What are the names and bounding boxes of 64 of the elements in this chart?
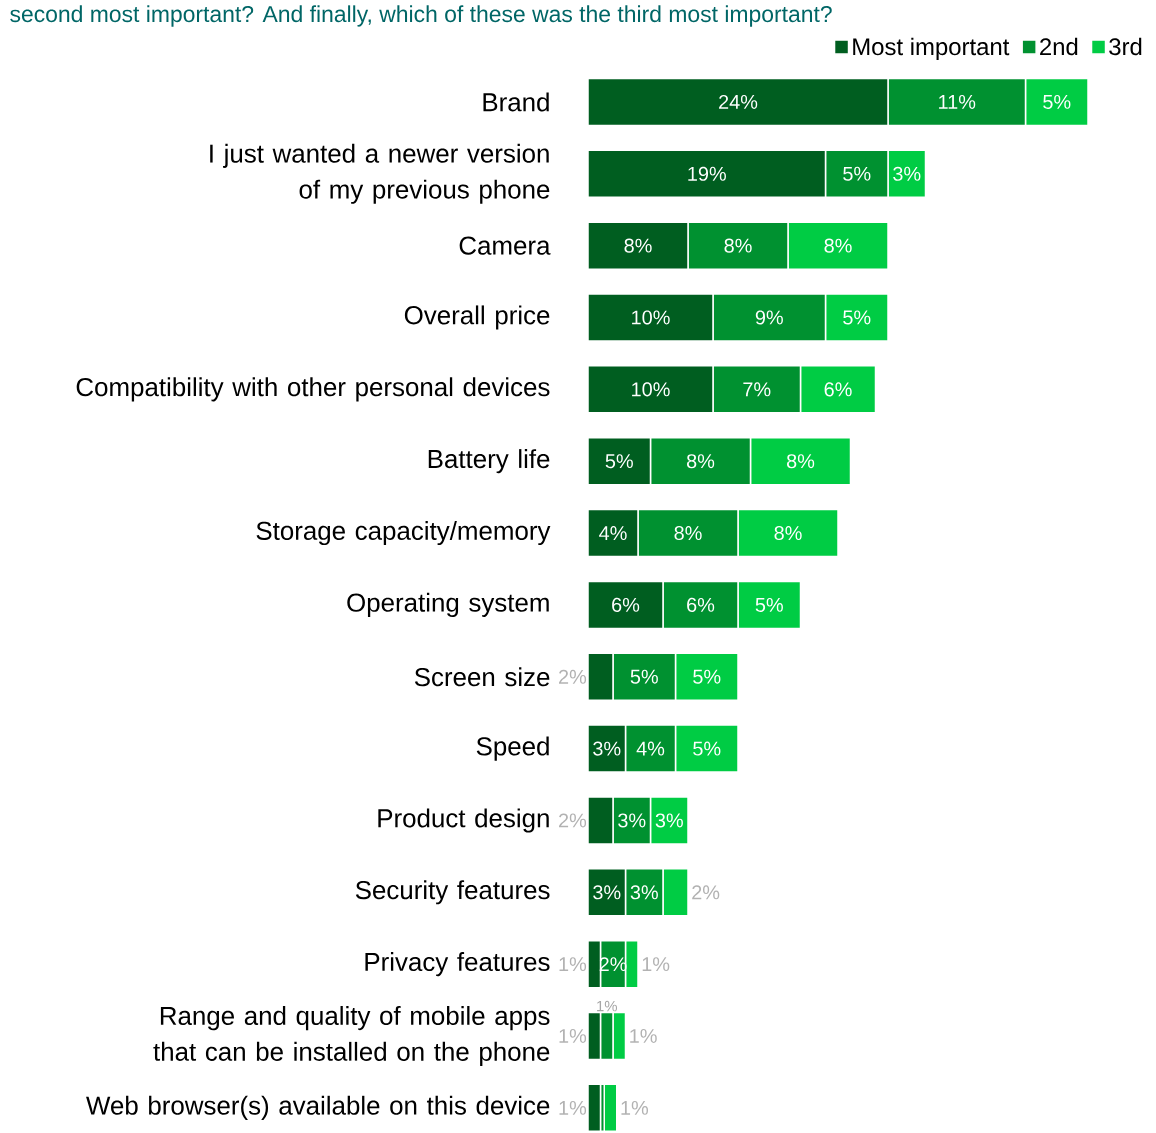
- data-label: 7%: [743, 382, 771, 397]
- data-label: 8%: [624, 238, 652, 253]
- data-label: 24%: [719, 94, 758, 109]
- data-label: 3%: [655, 813, 683, 828]
- data-label: 5%: [630, 669, 658, 684]
- legend-label: 2nd: [1040, 37, 1078, 56]
- y-tick-label: Product design: [378, 808, 549, 833]
- y-tick-label: Battery life: [428, 449, 550, 474]
- data-label: 8%: [786, 454, 815, 469]
- data-label: 2%: [692, 885, 720, 900]
- data-label: 5%: [693, 741, 721, 756]
- data-label: 2%: [559, 813, 587, 828]
- y-tick-label: Brand: [483, 92, 549, 112]
- bar: [603, 1083, 618, 1133]
- y-tick-label: Screen size: [414, 667, 550, 687]
- data-label: 6%: [687, 597, 715, 612]
- data-label: 8%: [724, 238, 752, 253]
- data-label: 5%: [693, 669, 721, 684]
- y-tick-label: Operating system: [347, 592, 549, 617]
- y-tick-label: I just wanted a newer version of my previous phone: [210, 143, 550, 204]
- y-tick-label: Privacy features: [365, 952, 550, 977]
- data-label: 1%: [630, 1029, 657, 1043]
- data-label: 3%: [593, 741, 621, 756]
- data-label: 5%: [843, 310, 871, 325]
- y-tick-label: Camera: [459, 236, 551, 255]
- y-tick-label: Range and quality of mobile apps that can be installed on the phone: [153, 1006, 550, 1067]
- data-label: 4%: [636, 741, 665, 756]
- y-tick-label: Speed: [476, 736, 549, 761]
- data-label: 8%: [674, 525, 702, 541]
- data-label: 3%: [630, 885, 658, 900]
- y-tick-label: Security features: [355, 880, 550, 905]
- data-label: 9%: [755, 310, 783, 325]
- y-tick-label: Overall price: [404, 305, 550, 330]
- chart-title: second most important? And finally, which of these was the third most important?: [10, 5, 832, 27]
- data-label: 5%: [1043, 94, 1071, 109]
- data-label: 8%: [774, 525, 802, 541]
- data-label: 5%: [755, 597, 783, 612]
- y-tick-label: Web browser(s) available on this device: [86, 1095, 550, 1120]
- data-label: 1%: [642, 957, 670, 972]
- data-label: 1%: [621, 1100, 649, 1115]
- legend-label: Most important: [853, 37, 1010, 60]
- data-label: 5%: [843, 166, 871, 181]
- data-label: 8%: [686, 454, 715, 469]
- data-label: 6%: [824, 382, 852, 397]
- y-tick-label: Compatibility with other personal devices: [76, 377, 550, 402]
- data-label: 1%: [559, 1029, 587, 1043]
- data-label: 3%: [618, 813, 646, 828]
- data-label: 2%: [559, 669, 587, 684]
- data-label: 10%: [632, 382, 670, 397]
- bar: [587, 1083, 602, 1133]
- y-tick-label: Storage capacity/memory: [256, 520, 551, 546]
- data-label: 5%: [605, 454, 633, 469]
- data-label: 19%: [688, 166, 726, 181]
- data-label: 11%: [939, 94, 976, 109]
- data-label: 10%: [632, 310, 670, 325]
- data-label: 3%: [593, 885, 621, 900]
- data-label: 3%: [893, 166, 921, 181]
- data-label: 8%: [824, 238, 852, 253]
- data-label: 4%: [599, 526, 627, 540]
- legend-label: 3rd: [1109, 37, 1142, 56]
- data-label: 1%: [559, 957, 587, 972]
- data-label: 1%: [559, 1100, 587, 1115]
- data-label: 1%: [597, 1000, 618, 1012]
- data-label: 6%: [612, 597, 640, 612]
